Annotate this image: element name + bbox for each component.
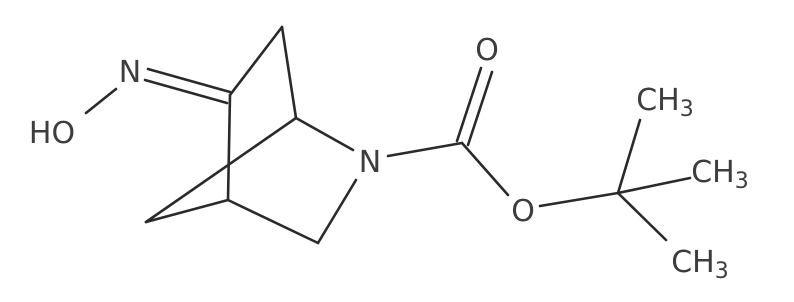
bond: [538, 191, 620, 208]
atom-symbol: O: [511, 194, 535, 229]
bond: [616, 176, 692, 195]
atom-symbol: CH: [636, 83, 680, 118]
bond: [144, 198, 230, 224]
bond: [455, 66, 483, 143]
bond: [84, 87, 118, 115]
atom-label: O: [475, 33, 499, 68]
atom-subscript: 3: [715, 259, 729, 284]
bond: [146, 67, 232, 94]
bond: [294, 116, 355, 152]
atom-label: N: [359, 145, 381, 180]
bond: [616, 191, 668, 242]
atom-symbol: N: [119, 55, 141, 90]
atom-symbol: N: [359, 145, 381, 180]
bond: [386, 141, 464, 158]
atom-label: N: [119, 55, 141, 90]
atom-label: CH3: [671, 245, 729, 284]
bond: [280, 25, 298, 120]
atom-label: O: [511, 194, 535, 229]
bond: [144, 116, 298, 224]
atom-label: CH3: [636, 83, 694, 122]
bond: [143, 78, 229, 105]
atom-subscript: 3: [735, 169, 749, 194]
atom-label: HO: [29, 116, 75, 151]
atom-symbol: CH: [691, 155, 735, 190]
atom-label: CH3: [691, 155, 749, 194]
atom-symbol: CH: [671, 245, 715, 280]
bond: [226, 93, 232, 202]
atom-subscript: 3: [680, 97, 694, 122]
atom-symbol: HO: [29, 116, 75, 151]
bond: [466, 70, 494, 147]
bonds: [84, 25, 692, 245]
bond: [460, 141, 510, 197]
bond: [228, 25, 284, 97]
bond: [316, 178, 358, 245]
atom-symbol: O: [475, 33, 499, 68]
bond: [616, 118, 642, 195]
bond: [226, 198, 320, 245]
